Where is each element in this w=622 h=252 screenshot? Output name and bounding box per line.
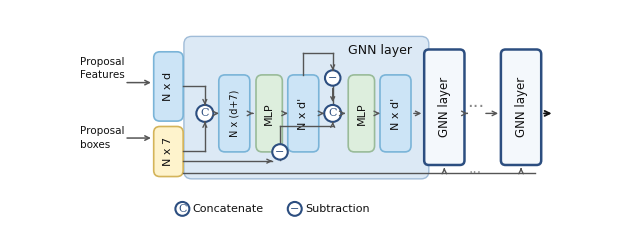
FancyBboxPatch shape: [424, 49, 465, 165]
FancyBboxPatch shape: [501, 49, 541, 165]
FancyBboxPatch shape: [348, 75, 374, 152]
FancyBboxPatch shape: [154, 127, 183, 177]
FancyBboxPatch shape: [154, 52, 183, 121]
Circle shape: [175, 202, 189, 216]
Text: C: C: [328, 108, 337, 118]
Text: C: C: [201, 108, 209, 118]
Text: Concatenate: Concatenate: [192, 204, 264, 214]
Text: ···: ···: [466, 98, 484, 116]
Text: MLP: MLP: [356, 102, 366, 125]
Text: N x (d+7): N x (d+7): [230, 90, 239, 137]
FancyBboxPatch shape: [219, 75, 250, 152]
Text: GNN layer: GNN layer: [514, 77, 527, 137]
Text: −: −: [276, 147, 285, 157]
Text: −: −: [290, 204, 299, 214]
Text: GNN layer: GNN layer: [438, 77, 451, 137]
Text: N x d: N x d: [164, 72, 174, 101]
Text: Proposal
Features: Proposal Features: [80, 57, 125, 80]
Text: Subtraction: Subtraction: [305, 204, 369, 214]
Text: ···: ···: [469, 166, 482, 180]
Circle shape: [197, 105, 213, 122]
Text: MLP: MLP: [264, 102, 274, 125]
Text: C: C: [178, 204, 187, 214]
Text: N x d': N x d': [299, 97, 309, 130]
Text: −: −: [328, 73, 337, 83]
Circle shape: [325, 70, 340, 86]
Circle shape: [288, 202, 302, 216]
FancyBboxPatch shape: [184, 36, 429, 179]
FancyBboxPatch shape: [288, 75, 319, 152]
Text: N x 7: N x 7: [164, 137, 174, 166]
Text: N x d': N x d': [391, 97, 401, 130]
Text: GNN layer: GNN layer: [348, 44, 412, 57]
FancyBboxPatch shape: [256, 75, 282, 152]
Text: Proposal
boxes: Proposal boxes: [80, 127, 124, 150]
FancyBboxPatch shape: [380, 75, 411, 152]
Circle shape: [324, 105, 341, 122]
Circle shape: [272, 144, 288, 160]
